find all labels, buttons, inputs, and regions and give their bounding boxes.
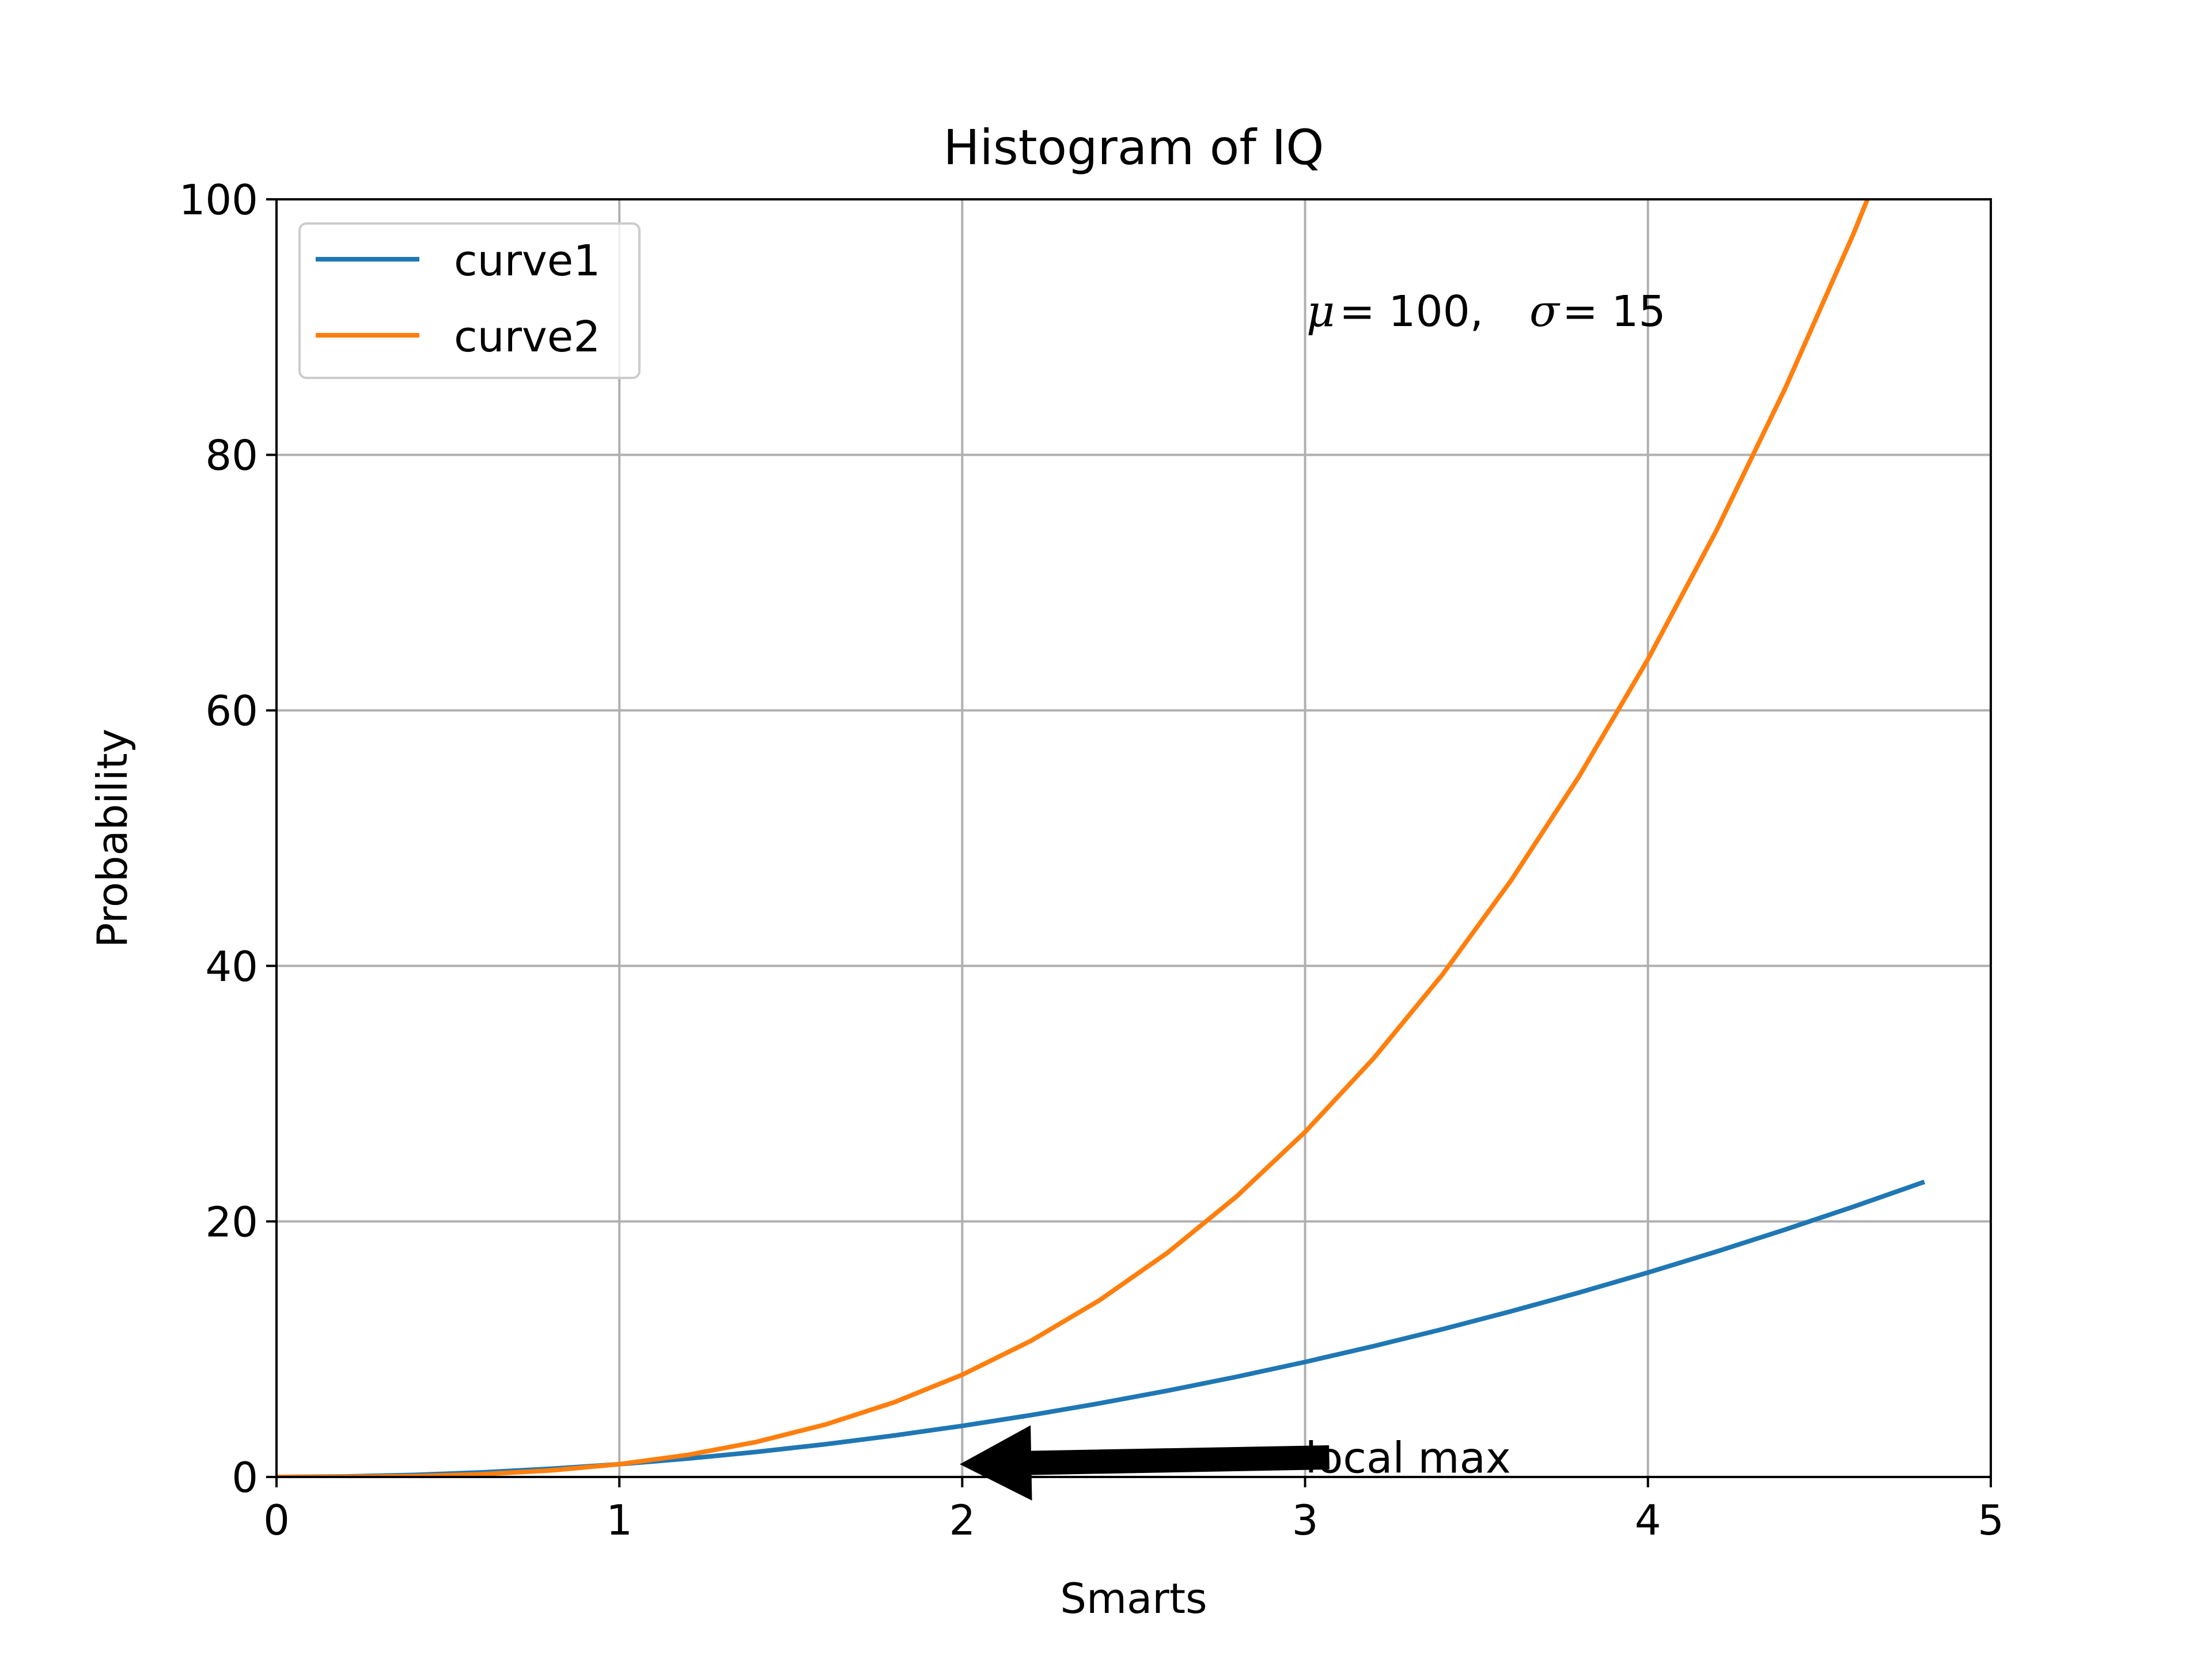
- y-tick-label-5: 100: [179, 176, 258, 224]
- x-tick-label-1: 1: [606, 1496, 632, 1544]
- y-tick-label-3: 60: [205, 687, 258, 735]
- grid: [276, 199, 1991, 1477]
- x-tick-label-3: 3: [1292, 1496, 1319, 1544]
- annotation-arrow: [960, 1425, 1330, 1501]
- math-annotation: μ = 100, σ = 15: [1306, 285, 1666, 336]
- x-tick-label-5: 5: [1978, 1496, 2004, 1544]
- mu-symbol: μ: [1306, 285, 1335, 336]
- legend-frame: [298, 222, 641, 379]
- series-line-curve2: [276, 199, 1870, 1477]
- y-tick-label-0: 0: [232, 1453, 258, 1502]
- chart-title: Histogram of IQ: [943, 119, 1324, 176]
- x-tick-label-4: 4: [1635, 1496, 1661, 1544]
- annotation-layer: local max: [960, 1425, 1511, 1501]
- plot-area: [276, 199, 1991, 1477]
- legend: curve1 curve2: [298, 222, 641, 379]
- annotation-label: local max: [1305, 1434, 1511, 1483]
- x-axis-label: Smarts: [1060, 1574, 1207, 1623]
- x-tick-label-0: 0: [263, 1496, 290, 1544]
- x-tick-label-2: 2: [949, 1496, 975, 1544]
- axes-frame: [275, 198, 1992, 1478]
- ticks: 0 1 2 3 4 5 0 20 40 60 80 100: [179, 176, 2004, 1544]
- legend-label-curve2: curve2: [454, 312, 600, 362]
- series-layer: [276, 199, 1926, 1477]
- y-axis-label: Probability: [88, 729, 137, 948]
- y-tick-label-1: 20: [205, 1198, 258, 1246]
- sigma-symbol: σ: [1529, 285, 1560, 336]
- y-tick-label-4: 80: [205, 431, 258, 480]
- sigma-value: = 15: [1562, 287, 1666, 336]
- mu-value: = 100,: [1339, 287, 1483, 336]
- y-tick-label-2: 40: [205, 942, 258, 991]
- legend-label-curve1: curve1: [454, 236, 600, 286]
